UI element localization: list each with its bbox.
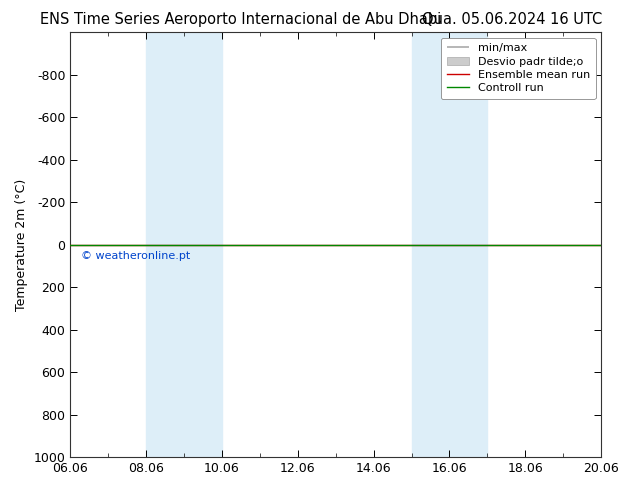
Text: © weatheronline.pt: © weatheronline.pt bbox=[81, 251, 190, 261]
Text: ENS Time Series Aeroporto Internacional de Abu Dhabi: ENS Time Series Aeroporto Internacional … bbox=[41, 12, 441, 27]
Legend: min/max, Desvio padr tilde;o, Ensemble mean run, Controll run: min/max, Desvio padr tilde;o, Ensemble m… bbox=[441, 38, 595, 99]
Y-axis label: Temperature 2m (°C): Temperature 2m (°C) bbox=[15, 178, 28, 311]
Bar bbox=[411, 32, 488, 457]
Bar bbox=[146, 32, 222, 457]
Text: Qua. 05.06.2024 16 UTC: Qua. 05.06.2024 16 UTC bbox=[422, 12, 602, 27]
